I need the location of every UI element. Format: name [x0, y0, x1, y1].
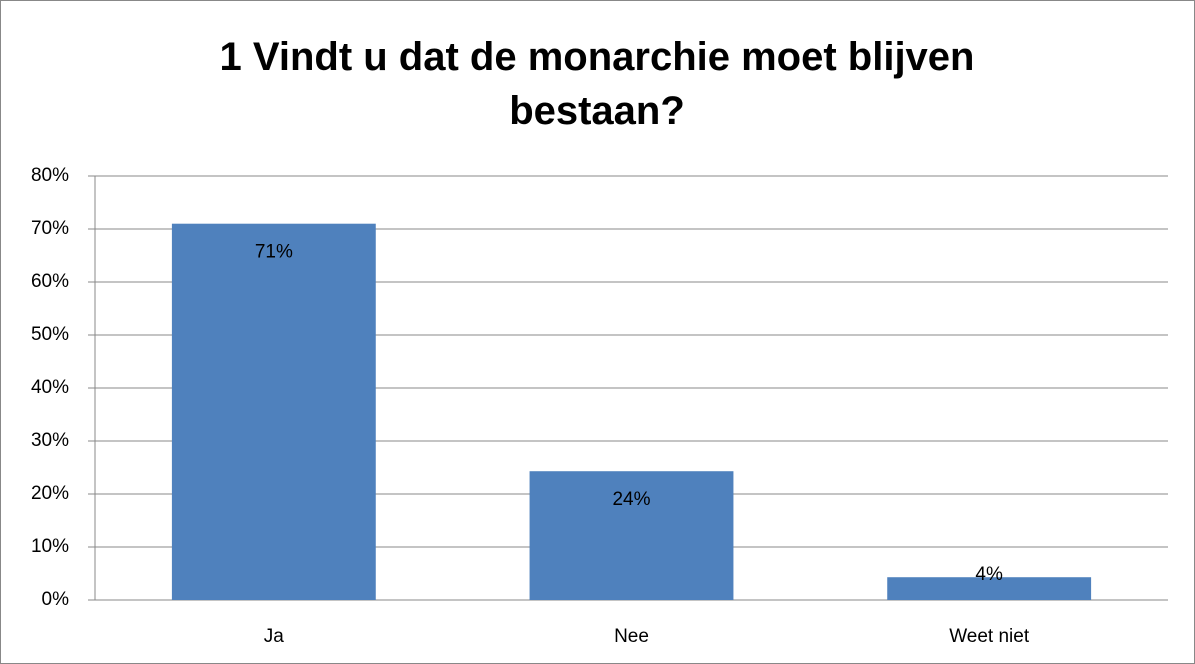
bar — [529, 471, 734, 600]
x-tick-label: Nee — [614, 626, 649, 647]
y-tick-label: 70% — [31, 218, 69, 239]
y-tick-label: 10% — [31, 536, 69, 557]
y-tick-label: 80% — [31, 165, 69, 186]
data-label: 4% — [975, 564, 1003, 585]
chart-title: 1 Vindt u dat de monarchie moet blijven … — [219, 35, 975, 133]
y-tick-label: 0% — [42, 589, 70, 610]
bar — [171, 223, 376, 600]
y-tick-label: 50% — [31, 324, 69, 345]
y-tick-label: 20% — [31, 483, 69, 504]
x-tick-label: Ja — [264, 626, 285, 647]
data-label: 24% — [612, 489, 650, 510]
data-label: 71% — [255, 242, 293, 263]
y-tick-label: 40% — [31, 377, 69, 398]
y-tick-label: 30% — [31, 430, 69, 451]
bar — [887, 577, 1092, 600]
y-tick-label: 60% — [31, 271, 69, 292]
x-tick-label: Weet niet — [949, 626, 1030, 647]
